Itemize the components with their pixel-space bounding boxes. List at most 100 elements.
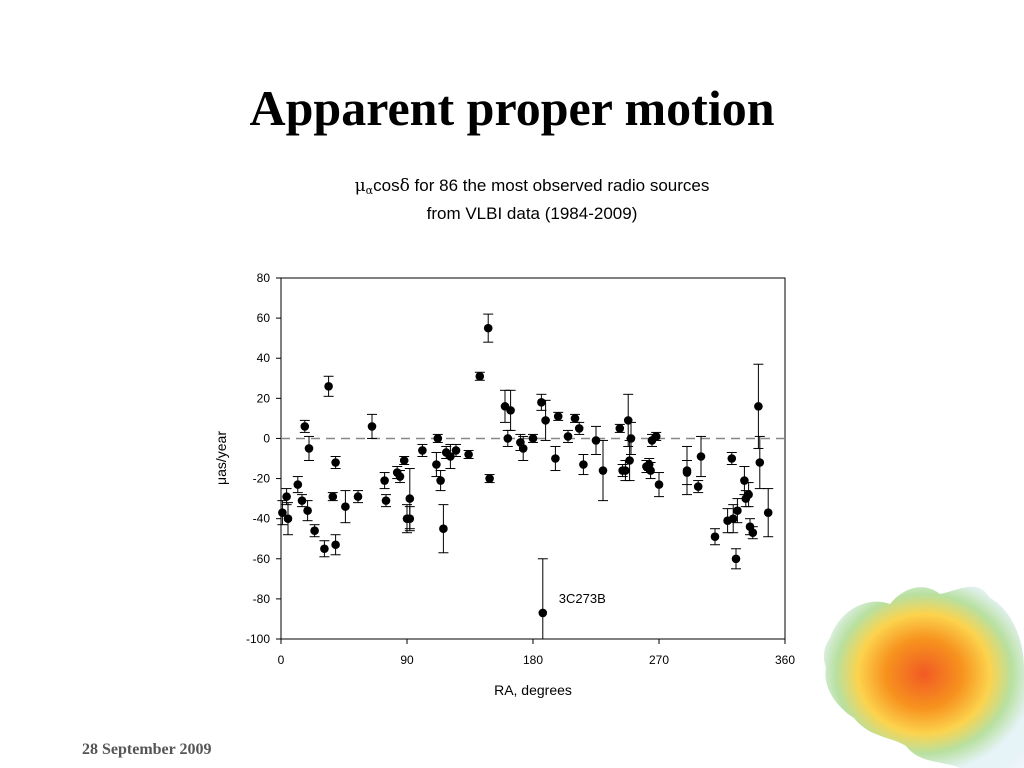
x-axis: 0 90 180 270 360 <box>278 639 795 667</box>
point-marker <box>446 452 455 461</box>
point-marker <box>293 480 303 489</box>
data-point <box>693 480 704 494</box>
data-point <box>438 504 449 554</box>
x-tick-label: 90 <box>400 653 414 667</box>
point-marker <box>436 476 445 485</box>
data-point <box>743 482 754 508</box>
point-marker <box>303 506 312 515</box>
chart-subtitle-line2: from VLBI data (1984-2009) <box>426 204 638 223</box>
point-marker <box>740 476 749 485</box>
data-point <box>540 399 551 441</box>
point-marker <box>367 422 377 431</box>
point-marker <box>304 444 314 453</box>
data-point <box>518 435 529 462</box>
data-point <box>474 371 485 381</box>
point-marker <box>464 450 473 459</box>
point-marker <box>331 458 340 467</box>
point-marker <box>563 432 573 441</box>
data-points <box>277 313 774 639</box>
chart-subtitle-line1: μαcosδ for 86 the most observed radio so… <box>0 176 1024 197</box>
y-axis-label: μas/year <box>213 431 229 485</box>
y-tick-label: -40 <box>253 512 271 526</box>
point-marker <box>310 526 319 535</box>
data-point <box>570 413 580 423</box>
data-point <box>323 375 334 397</box>
data-point <box>340 490 351 524</box>
point-marker <box>733 506 742 515</box>
footer-date: 28 September 2009 <box>82 741 212 758</box>
y-tick-label: 40 <box>257 351 271 365</box>
point-marker <box>432 460 441 469</box>
point-marker <box>395 472 405 481</box>
data-point <box>319 540 330 558</box>
data-point <box>598 439 608 502</box>
point-marker <box>727 454 737 463</box>
data-point <box>327 492 338 502</box>
data-point <box>463 449 474 459</box>
x-axis-label: RA, degrees <box>494 682 572 698</box>
point-marker <box>625 456 634 465</box>
data-point <box>281 488 292 506</box>
point-marker <box>626 434 636 443</box>
data-point <box>696 435 706 478</box>
data-point <box>591 425 601 455</box>
australia-map-decoration <box>810 568 1024 768</box>
point-marker <box>710 532 720 542</box>
x-tick-label: 270 <box>649 653 669 667</box>
annotation-3c273b: 3C273B <box>559 591 606 606</box>
point-marker <box>451 446 461 455</box>
data-point <box>502 429 513 447</box>
data-point <box>710 528 720 546</box>
point-marker <box>328 492 338 501</box>
y-tick-label: 20 <box>257 391 271 405</box>
data-point <box>297 494 307 508</box>
data-point <box>754 435 765 490</box>
data-point <box>528 433 538 443</box>
data-point <box>553 411 564 421</box>
data-point <box>441 445 452 459</box>
data-point <box>537 558 548 639</box>
point-marker <box>654 480 664 489</box>
data-point <box>330 455 341 470</box>
data-point <box>309 524 320 538</box>
data-point <box>654 472 664 498</box>
data-point <box>395 470 405 484</box>
point-marker <box>300 422 310 431</box>
subtitle-mu: μ <box>354 176 366 196</box>
data-point <box>445 443 456 470</box>
point-marker <box>320 544 329 554</box>
point-marker <box>553 412 563 421</box>
data-point <box>404 506 415 532</box>
point-marker <box>341 502 350 511</box>
point-marker <box>598 466 608 475</box>
point-marker <box>297 496 307 505</box>
data-point <box>367 413 377 439</box>
data-point <box>299 419 310 433</box>
data-point <box>578 453 589 476</box>
data-point <box>483 313 494 343</box>
y-tick-label: -20 <box>253 472 271 486</box>
point-marker <box>518 444 528 453</box>
point-marker <box>574 424 584 433</box>
data-point <box>563 429 573 443</box>
point-marker <box>381 496 391 505</box>
point-marker <box>353 492 363 501</box>
point-marker <box>754 402 763 411</box>
data-point <box>645 462 656 480</box>
data-point <box>614 423 625 433</box>
data-point <box>399 455 410 466</box>
map-fade-overlay <box>810 568 1024 768</box>
point-marker <box>579 460 588 469</box>
data-point <box>292 476 303 494</box>
data-point <box>353 490 363 504</box>
subtitle-rest: for 86 the most observed radio sources <box>409 176 710 195</box>
point-marker <box>485 474 494 483</box>
data-point <box>379 472 390 490</box>
data-point <box>726 451 737 466</box>
point-marker <box>541 416 550 425</box>
point-marker <box>405 514 415 523</box>
slide-title: Apparent proper motion <box>249 80 775 136</box>
point-marker <box>696 452 706 461</box>
point-marker <box>621 466 630 475</box>
x-tick-label: 0 <box>278 653 285 667</box>
